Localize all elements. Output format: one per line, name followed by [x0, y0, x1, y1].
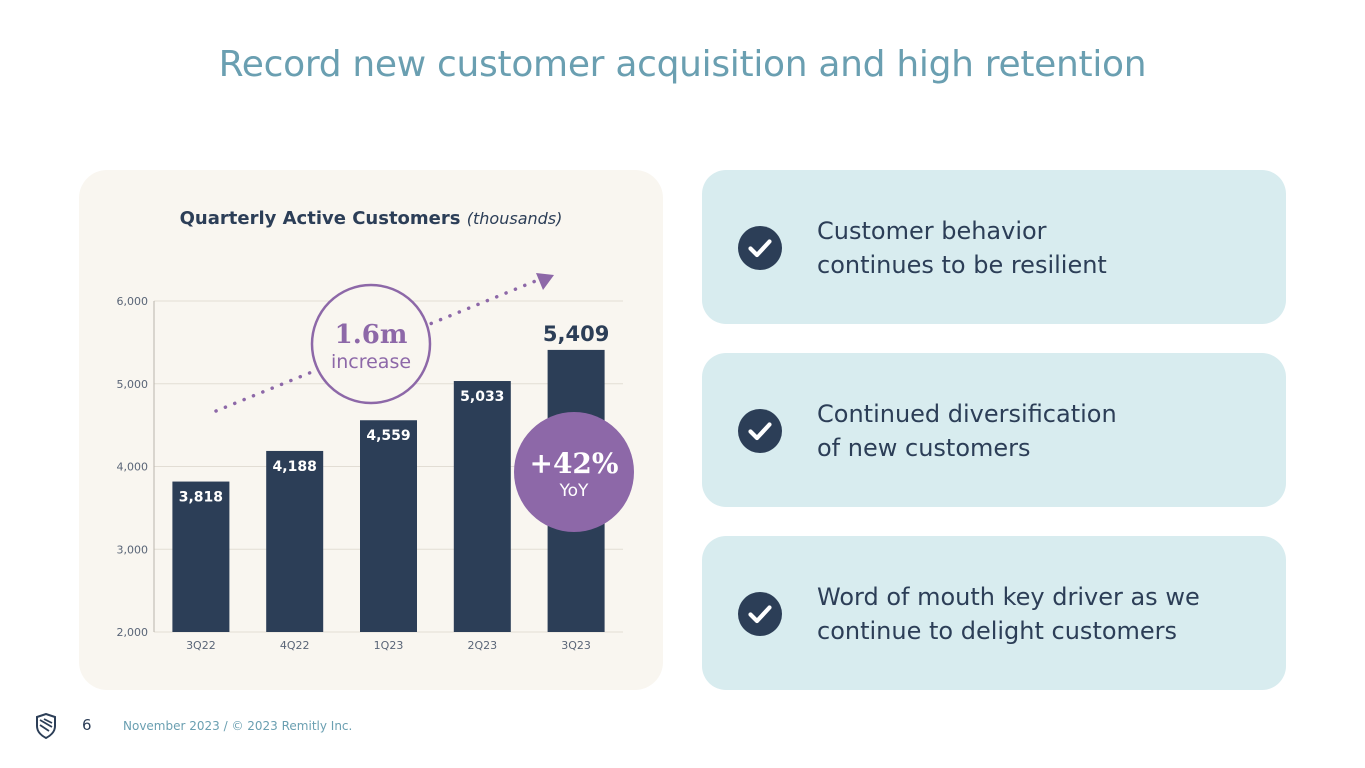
x-tick-label: 4Q22	[280, 639, 310, 652]
highlight-text: Customer behavior continues to be resili…	[817, 214, 1257, 282]
chart-card: 2,000 3,000 4,000 5,000 6,000 3Q22 3,818 4Q22 4,…	[79, 170, 663, 690]
bar	[172, 481, 230, 632]
highlight-card: Customer behavior continues to be resili…	[702, 170, 1286, 324]
chart-title: Quarterly Active Customers (thousands)	[79, 208, 663, 229]
increase-value: 1.6m	[335, 320, 408, 350]
highlight-line: Word of mouth key driver as we	[817, 583, 1200, 611]
check-circle-icon	[738, 226, 782, 270]
x-tick-label: 3Q23	[561, 639, 591, 652]
check-circle-icon	[738, 592, 782, 636]
chart-title-text: Quarterly Active Customers	[179, 208, 461, 229]
footer-copyright: November 2023 / © 2023 Remitly Inc.	[123, 719, 353, 733]
data-label: 4,559	[366, 428, 410, 444]
highlight-line: Customer behavior	[817, 217, 1047, 245]
x-tick-label: 1Q23	[374, 639, 404, 652]
trend-arrow-head-icon	[536, 273, 554, 290]
increase-label: increase	[331, 351, 411, 373]
yoy-label: YoY	[559, 481, 590, 501]
chart-title-unit: (thousands)	[466, 209, 563, 228]
highlight-line: of new customers	[817, 434, 1031, 462]
y-tick-label: 6,000	[117, 295, 149, 308]
x-tick-label: 3Q22	[186, 639, 216, 652]
bar	[360, 420, 417, 632]
highlight-line: Continued diversification	[817, 400, 1117, 428]
highlight-text: Word of mouth key driver as we continue …	[817, 580, 1257, 648]
highlight-card: Word of mouth key driver as we continue …	[702, 536, 1286, 690]
highlight-line: continues to be resilient	[817, 251, 1107, 279]
data-label: 3,818	[179, 490, 223, 506]
bar	[266, 450, 324, 632]
check-circle-icon	[738, 409, 782, 453]
data-label: 5,409	[543, 322, 609, 346]
increase-circle	[310, 283, 432, 405]
yoy-value: +42%	[529, 447, 618, 480]
remitly-logo-icon	[35, 712, 57, 743]
highlight-card: Continued diversification of new custome…	[702, 353, 1286, 507]
page-number: 6	[82, 716, 92, 734]
data-label: 4,188	[273, 459, 317, 475]
y-tick-label: 3,000	[117, 543, 149, 556]
y-tick-label: 4,000	[117, 461, 149, 474]
slide-title: Record new customer acquisition and high…	[218, 44, 1147, 85]
y-tick-label: 5,000	[117, 378, 149, 391]
highlight-text: Continued diversification of new custome…	[817, 397, 1257, 465]
highlight-line: continue to delight customers	[817, 617, 1178, 645]
bar-chart: 2,000 3,000 4,000 5,000 6,000 3Q22 3,818 4Q22 4,…	[117, 273, 634, 652]
x-tick-label: 2Q23	[467, 639, 497, 652]
data-label: 5,033	[460, 389, 504, 405]
bar	[453, 381, 511, 632]
y-tick-label: 2,000	[117, 626, 149, 639]
yoy-badge	[514, 412, 634, 532]
